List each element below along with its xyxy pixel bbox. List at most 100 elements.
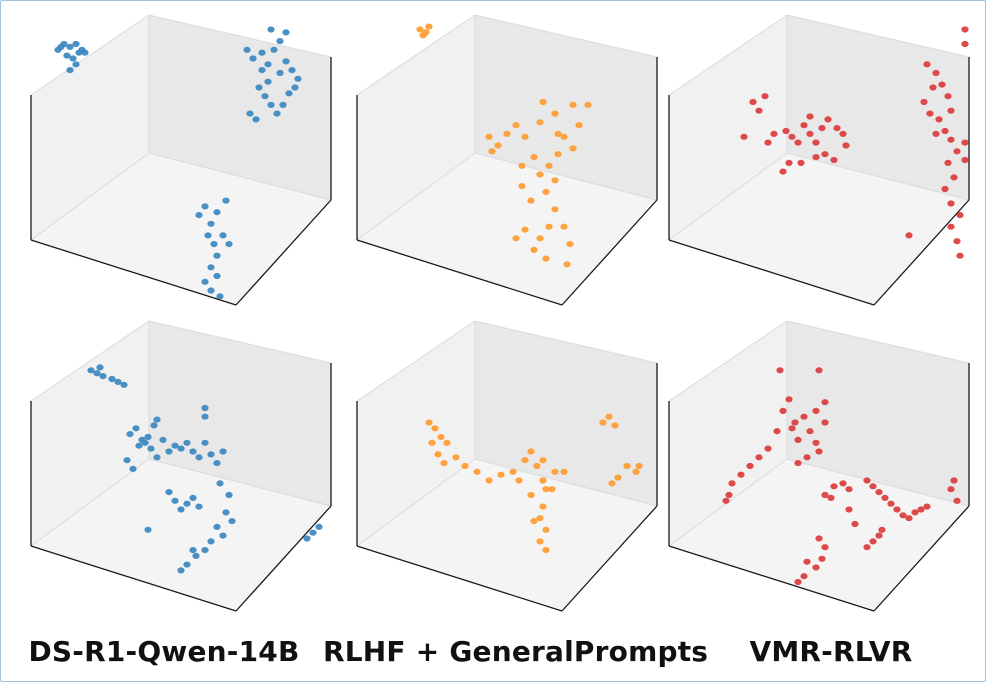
- scatter-point: [141, 439, 149, 446]
- scatter-point: [494, 142, 502, 149]
- scatter-point: [437, 433, 445, 441]
- scatter-point: [485, 477, 493, 484]
- scatter-point: [177, 567, 185, 574]
- scatter-point: [599, 419, 607, 426]
- scatter-point: [210, 241, 218, 248]
- scatter-point: [560, 133, 568, 140]
- scatter-point: [527, 491, 535, 499]
- scatter-point: [551, 206, 559, 213]
- scatter-point: [291, 84, 299, 91]
- scatter-point: [536, 515, 544, 522]
- scatter-point: [821, 151, 829, 158]
- scatter-point: [875, 532, 883, 539]
- scatter-point: [530, 518, 538, 525]
- scatter-point: [941, 127, 949, 135]
- scatter-point: [953, 148, 961, 155]
- scatter-point: [812, 564, 820, 571]
- panel-r2-c3: [668, 320, 970, 612]
- floor-pane: [31, 153, 331, 305]
- scatter-point: [276, 69, 284, 77]
- scatter-point: [773, 428, 781, 435]
- label-rlhf-generalprompts: RLHF + GeneralPrompts: [323, 635, 709, 668]
- y-axis-line: [561, 199, 658, 306]
- scatter-point: [614, 474, 622, 481]
- scatter-point: [222, 509, 230, 516]
- x-axis-line: [668, 545, 875, 612]
- scatter-point: [288, 67, 296, 74]
- scatter-point: [755, 107, 763, 114]
- scatter-point: [201, 404, 209, 412]
- floor-pane: [669, 153, 969, 305]
- scatter-point: [830, 156, 838, 164]
- scatter-point: [165, 448, 173, 455]
- scatter-point: [947, 223, 955, 230]
- scatter-point: [485, 133, 493, 140]
- scatter-point: [548, 486, 556, 493]
- scatter-point: [150, 422, 158, 429]
- x-axis-line: [668, 239, 875, 306]
- scatter-point: [258, 49, 266, 56]
- scatter-point: [911, 509, 919, 516]
- scatter-point: [560, 223, 568, 230]
- scatter-point: [443, 439, 451, 446]
- scatter-point: [953, 497, 961, 504]
- scatter-point: [821, 491, 829, 499]
- scatter-point: [225, 241, 233, 248]
- scatter-point: [851, 520, 859, 528]
- scatter-point: [779, 168, 787, 175]
- scatter-point: [228, 518, 236, 525]
- scatter-point: [72, 40, 80, 48]
- scatter-point: [956, 212, 964, 219]
- scatter-point: [213, 252, 221, 259]
- scatter-point: [575, 122, 583, 129]
- scatter-point: [183, 500, 191, 507]
- x-axis-line: [30, 545, 237, 612]
- scatter-point: [171, 442, 179, 449]
- scatter-point: [276, 38, 284, 45]
- scatter-point: [195, 212, 203, 219]
- scatter-point: [961, 139, 969, 146]
- scatter-point: [123, 457, 131, 464]
- scatter-point: [249, 55, 257, 62]
- scatter-point: [560, 468, 568, 475]
- scatter-point: [195, 503, 203, 510]
- panel-r2-c1: [30, 320, 332, 612]
- back-left-wall: [31, 15, 149, 240]
- scatter-point: [806, 130, 814, 137]
- scatter-point: [920, 98, 928, 106]
- scatter-point: [434, 451, 442, 458]
- scatter-point: [797, 159, 805, 166]
- scatter-point: [923, 61, 931, 68]
- scatter-point: [530, 154, 538, 161]
- scatter-point: [737, 471, 745, 478]
- scatter-point: [782, 127, 790, 135]
- scatter-point: [827, 494, 835, 501]
- scatter-point: [303, 535, 311, 542]
- scatter-point: [539, 503, 547, 510]
- back-left-wall: [669, 321, 787, 546]
- scatter-point: [189, 494, 197, 501]
- scatter-point: [554, 130, 562, 137]
- scatter-point: [932, 69, 940, 77]
- scatter-point: [120, 381, 128, 388]
- panel-r1-c1: [30, 14, 332, 306]
- scatter-point: [72, 61, 80, 68]
- scatter-point: [551, 110, 559, 117]
- scatter-point: [905, 232, 913, 239]
- scatter-point: [869, 483, 877, 490]
- scatter-point: [764, 445, 772, 452]
- scatter-point: [824, 116, 832, 123]
- scatter-point: [542, 526, 550, 533]
- scatter-point: [440, 460, 448, 467]
- scatter-grid: [30, 14, 970, 612]
- scatter-point: [243, 46, 251, 53]
- scatter-point: [222, 197, 230, 204]
- scatter-point: [183, 439, 191, 446]
- scatter-point: [126, 431, 134, 438]
- scatter-point: [204, 232, 212, 239]
- scatter-point: [905, 515, 913, 522]
- scatter-point: [270, 46, 278, 53]
- scatter-point: [947, 200, 955, 207]
- back-right-wall: [475, 15, 657, 200]
- scatter-point: [452, 454, 460, 461]
